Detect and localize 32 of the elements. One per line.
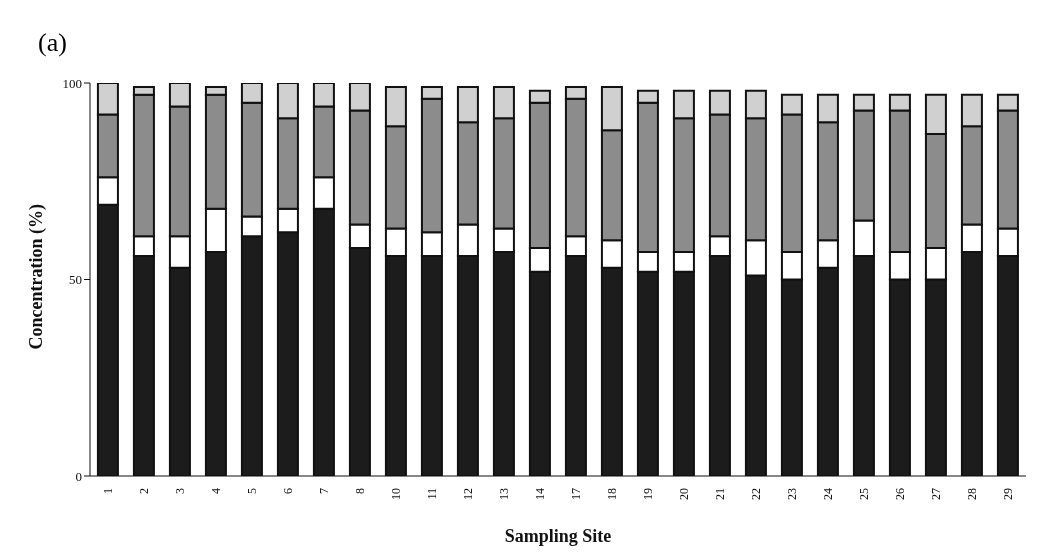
x-tick-label: 20 (677, 488, 691, 500)
x-tick-label: 1 (101, 488, 115, 494)
x-tick-label: 26 (893, 488, 907, 500)
x-axis-title: Sampling Site (504, 526, 612, 546)
x-tick-label: 10 (389, 488, 403, 500)
x-tick-label: 24 (821, 488, 835, 500)
x-tick-label: 19 (641, 488, 655, 500)
x-tick-label: 7 (317, 488, 331, 494)
x-tick-label: 27 (929, 488, 943, 500)
x-tick-label: 14 (533, 488, 547, 500)
x-tick-label: 29 (1001, 488, 1015, 500)
x-tick-label: 17 (569, 488, 583, 500)
x-tick-label: 28 (965, 488, 979, 500)
x-tick-label: 11 (425, 488, 439, 500)
x-tick-label: 13 (497, 488, 511, 500)
x-tick-label: 3 (173, 488, 187, 494)
x-tick-label: 6 (281, 488, 295, 494)
x-tick-label: 18 (605, 488, 619, 500)
x-tick-label: 2 (137, 488, 151, 494)
x-tick-label: 25 (857, 488, 871, 500)
x-tick-label: 5 (245, 488, 259, 494)
y-axis-title: Concentration (%) (26, 204, 48, 350)
y-tick-label: 50 (69, 272, 82, 288)
x-tick-label: 4 (209, 488, 223, 494)
y-tick-label: 100 (62, 75, 82, 91)
x-tick-label: 12 (461, 488, 475, 500)
x-tick-label: 21 (713, 488, 727, 500)
y-tick-label: 0 (75, 468, 82, 484)
x-tick-label: 23 (785, 488, 799, 500)
x-tick-label: 8 (353, 488, 367, 494)
x-tick-label: 22 (749, 488, 763, 500)
chart-title: (a) (38, 28, 67, 58)
